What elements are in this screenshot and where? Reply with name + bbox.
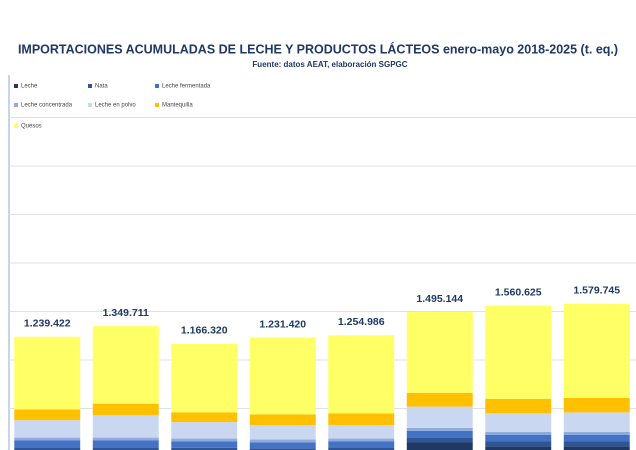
bar-segment xyxy=(249,442,316,449)
bar-segment xyxy=(406,442,473,450)
total-label: 1.495.144 xyxy=(416,293,463,305)
bar-segment xyxy=(406,427,473,431)
legend-swatch xyxy=(155,103,159,107)
bar-segment xyxy=(171,343,238,413)
bar-segment xyxy=(171,438,238,442)
bar-segment xyxy=(14,437,81,441)
legend-swatch xyxy=(14,103,18,107)
legend-swatch xyxy=(14,124,18,128)
bar-segment xyxy=(563,303,630,398)
total-label: 1.231.420 xyxy=(259,318,306,330)
bar-segment xyxy=(563,434,630,442)
bar-segment xyxy=(328,413,395,425)
bar-segment xyxy=(92,403,159,416)
legend-swatch xyxy=(155,84,159,88)
bar-segment xyxy=(14,336,81,410)
chart-title: IMPORTACIONES ACUMULADAS DE LECHE Y PROD… xyxy=(18,41,618,56)
legend-swatch xyxy=(88,84,92,88)
bar-segment xyxy=(406,430,473,438)
total-label: 1.560.625 xyxy=(495,286,542,298)
bar-segment xyxy=(249,414,316,425)
bar-segment xyxy=(485,446,552,450)
bar-segment xyxy=(328,441,395,448)
bar-segment xyxy=(14,447,81,450)
total-label: 1.166.320 xyxy=(181,325,228,337)
bar-segment xyxy=(171,422,238,439)
total-label: 1.239.422 xyxy=(24,318,71,330)
legend-swatch xyxy=(88,103,92,107)
bar-segment xyxy=(563,441,630,447)
bar-segment xyxy=(92,440,159,448)
bar-segment xyxy=(406,437,473,443)
bar-segment xyxy=(406,311,473,393)
legend-label: Nata xyxy=(95,84,108,90)
bar-segment xyxy=(14,409,81,421)
bar-segment xyxy=(485,305,552,399)
bar-segment xyxy=(14,420,81,438)
total-label: 1.579.745 xyxy=(573,285,620,297)
bar-segment xyxy=(563,431,630,435)
chart-subtitle: Fuente: datos AEAT, elaboración SGPGC xyxy=(252,60,407,69)
bar-segment xyxy=(485,431,552,435)
legend-label: Leche concentrada xyxy=(21,103,73,109)
bar-segment xyxy=(485,413,552,432)
total-label: 1.349.711 xyxy=(103,307,149,319)
bar-segment xyxy=(328,447,395,450)
bar-segment xyxy=(171,412,238,423)
legend-label: Quesos xyxy=(21,124,42,130)
bar-segment xyxy=(563,397,630,413)
legend-label: Leche xyxy=(21,84,38,90)
bar-segment xyxy=(249,337,316,415)
total-label: 1.254.986 xyxy=(338,316,385,328)
bar-segment xyxy=(92,447,159,450)
legend-label: Leche en polvo xyxy=(95,103,136,109)
bar-segment xyxy=(328,335,395,414)
bar-segment xyxy=(92,415,159,438)
bar-segment xyxy=(249,424,316,440)
legend-swatch xyxy=(14,84,18,88)
bar-segment xyxy=(485,434,552,442)
bar-segment xyxy=(92,326,159,404)
bar-segment xyxy=(406,392,473,407)
bar-segment xyxy=(485,398,552,414)
bar-segment xyxy=(563,412,630,432)
bar-segment xyxy=(485,441,552,447)
bar-segment xyxy=(328,424,395,439)
bar-segment xyxy=(92,437,159,441)
bar-segment xyxy=(563,446,630,450)
bar-segment xyxy=(328,438,395,442)
bar-segment xyxy=(249,439,316,443)
bar-segment xyxy=(171,447,238,450)
legend-label: Mantequilla xyxy=(162,103,193,109)
legend-label: Leche fermentada xyxy=(162,84,211,90)
bar-segment xyxy=(171,441,238,448)
bar-segment xyxy=(249,448,316,450)
bar-segment xyxy=(14,440,81,448)
bar-segment xyxy=(406,406,473,428)
